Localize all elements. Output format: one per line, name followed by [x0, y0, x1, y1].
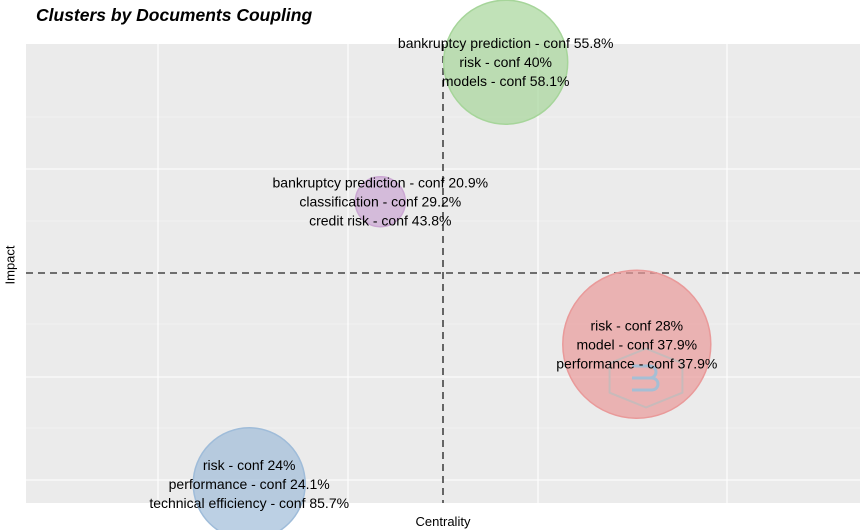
cluster-label-3-0: risk - conf 24%: [203, 457, 296, 473]
cluster-bubble-0: [442, 0, 569, 125]
cluster-label-2-1: model - conf 37.9%: [576, 336, 697, 352]
cluster-label-3-2: technical efficiency - conf 85.7%: [149, 495, 349, 511]
cluster-label-0-0: bankruptcy prediction - conf 55.8%: [398, 35, 614, 51]
cluster-label-0-1: risk - conf 40%: [459, 54, 552, 70]
cluster-label-1-1: classification - conf 29.2%: [299, 194, 461, 210]
chart-title: Clusters by Documents Coupling: [36, 5, 313, 25]
cluster-label-3-1: performance - conf 24.1%: [169, 476, 330, 492]
cluster-label-2-2: performance - conf 37.9%: [556, 355, 717, 371]
cluster-bubble-3: [192, 427, 306, 530]
watermark-logo: [608, 347, 684, 409]
cluster-label-1-2: credit risk - conf 43.8%: [309, 213, 451, 229]
cluster-label-0-2: models - conf 58.1%: [442, 73, 570, 89]
cluster-label-1-0: bankruptcy prediction - conf 20.9%: [273, 175, 489, 191]
cluster-bubble-1: [354, 175, 407, 228]
y-axis-label: Impact: [2, 245, 18, 285]
cluster-label-2-0: risk - conf 28%: [591, 317, 684, 333]
cluster-bubble-2: [562, 269, 712, 420]
x-axis-label: Centrality: [415, 514, 471, 529]
